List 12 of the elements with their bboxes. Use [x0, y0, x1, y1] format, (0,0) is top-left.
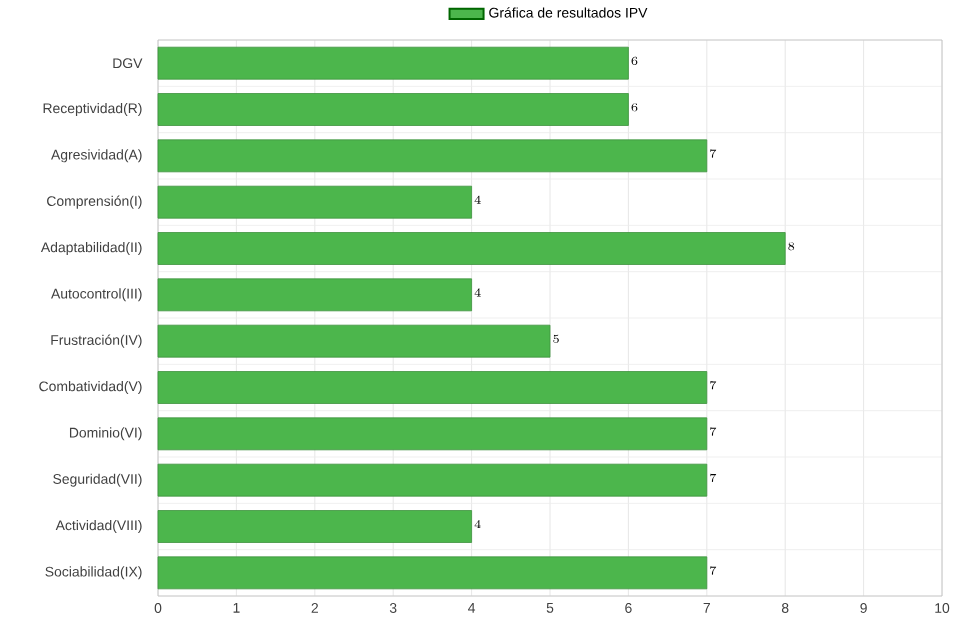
- bar: [157, 139, 708, 173]
- bar: [157, 417, 708, 451]
- bar: [157, 232, 786, 265]
- bar: [157, 371, 708, 404]
- bar: [157, 324, 551, 358]
- bar: [157, 510, 472, 543]
- bar: [157, 556, 708, 590]
- bar: [157, 46, 629, 80]
- bar: [157, 93, 629, 126]
- bar: [157, 185, 472, 219]
- bar: [157, 463, 708, 497]
- bar: [157, 278, 472, 312]
